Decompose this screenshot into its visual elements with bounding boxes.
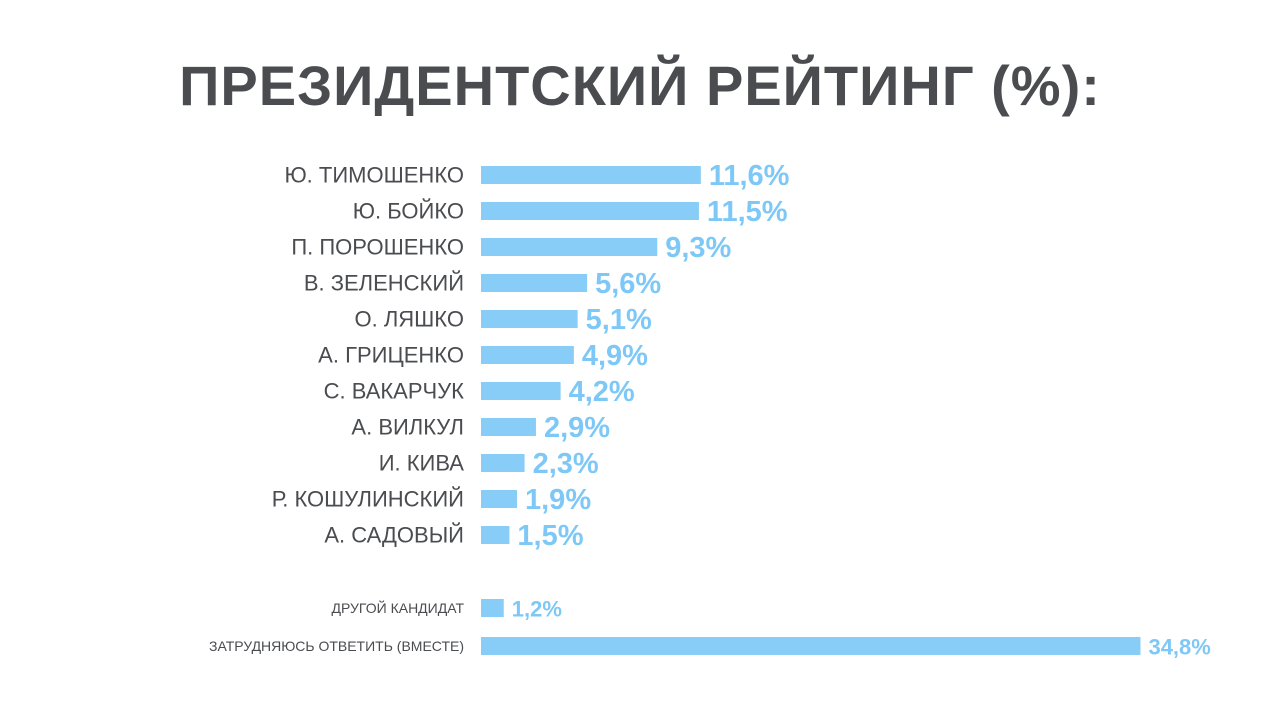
bar: [481, 166, 701, 184]
bar: [481, 599, 504, 617]
value-label: 4,9%: [582, 340, 648, 372]
category-label: А. ВИЛКУЛ: [351, 415, 464, 440]
category-label: Ю. ТИМОШЕНКО: [284, 163, 464, 188]
category-label: И. КИВА: [379, 451, 465, 476]
bar: [481, 310, 578, 328]
bar: [481, 526, 510, 544]
bar: [481, 202, 699, 220]
value-label: 1,5%: [517, 520, 583, 552]
value-label: 4,2%: [569, 376, 635, 408]
category-label: В. ЗЕЛЕНСКИЙ: [304, 271, 464, 296]
category-label: Ю. БОЙКО: [353, 199, 464, 224]
category-label: ЗАТРУДНЯЮСЬ ОТВЕТИТЬ (ВМЕСТЕ): [209, 638, 464, 654]
bar: [481, 274, 588, 292]
category-label: Р. КОШУЛИНСКИЙ: [272, 487, 464, 512]
value-label: 11,6%: [709, 160, 790, 192]
bar: [481, 454, 525, 472]
chart-title: ПРЕЗИДЕНТСКИЙ РЕЙТИНГ (%):: [179, 54, 1101, 117]
bar: [481, 490, 518, 508]
bar: [481, 346, 574, 364]
category-label: А. ГРИЦЕНКО: [318, 343, 464, 368]
value-label: 5,6%: [595, 268, 661, 300]
category-label: П. ПОРОШЕНКО: [291, 235, 464, 260]
category-label: О. ЛЯШКО: [354, 307, 464, 332]
value-label: 9,3%: [665, 232, 731, 264]
value-label: 1,2%: [512, 597, 562, 622]
bars-group: Ю. ТИМОШЕНКО 11,6% Ю. БОЙКО 11,5% П. ПОРОШЕН…: [209, 160, 1211, 660]
value-label: 5,1%: [586, 304, 652, 336]
bar: [481, 238, 658, 256]
value-label: 11,5%: [707, 196, 788, 228]
bar: [481, 418, 536, 436]
bar: [481, 382, 561, 400]
value-label: 1,9%: [525, 484, 591, 516]
value-label: 2,3%: [533, 448, 599, 480]
bar: [481, 637, 1141, 655]
value-label: 34,8%: [1148, 635, 1210, 660]
value-label: 2,9%: [544, 412, 610, 444]
category-label: ДРУГОЙ КАНДИДАТ: [332, 599, 465, 616]
category-label: С. ВАКАРЧУК: [324, 379, 465, 404]
category-label: А. САДОВЫЙ: [324, 523, 464, 548]
